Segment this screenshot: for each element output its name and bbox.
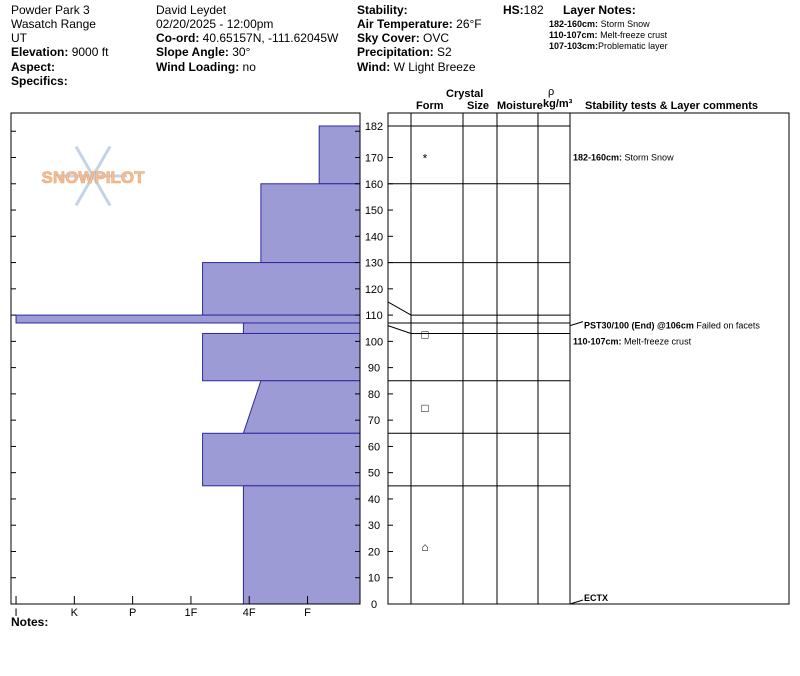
hardness-tick-label: K (71, 607, 79, 619)
hardness-layer (260, 183, 361, 264)
wind: Wind: W Light Breeze (357, 60, 476, 74)
precipitation: Precipitation: S2 (357, 45, 452, 59)
logo-spoke (74, 145, 95, 177)
crystal-form-symbol: ⌂ (421, 540, 428, 554)
hardness-layer (202, 262, 361, 316)
depth-tick-label: 30 (368, 520, 380, 532)
crystal-header: Crystal (446, 88, 484, 100)
moisture-header: Moisture (497, 100, 543, 112)
hardness-tick-label: 4F (243, 607, 256, 619)
hardness-tick-label: P (129, 607, 136, 619)
hardness-layer (242, 485, 361, 605)
logo-spoke (74, 175, 95, 207)
table-border (387, 112, 790, 605)
depth-tick-label: 10 (368, 573, 380, 585)
size-header: Size (467, 100, 490, 112)
depth-tick-label: 70 (368, 415, 380, 427)
air-temperature: Air Temperature: 26°F (357, 17, 482, 31)
hardness-layer (318, 125, 361, 185)
depth-tick-label: 182 (365, 121, 383, 133)
location-line-1: Powder Park 3 (11, 3, 90, 17)
density-unit: kg/m³ (543, 98, 573, 110)
density-symbol: ρ (548, 86, 555, 98)
form-header: Form (416, 100, 444, 112)
coordinates: Co-ord: 40.65157N, -111.62045W (156, 31, 339, 45)
aspect: Aspect: (11, 60, 56, 74)
hardness-layer (242, 322, 361, 334)
snowpilot-logo: SNOWPILOT (41, 145, 146, 207)
stability: Stability: (357, 3, 408, 17)
logo-spoke (91, 175, 112, 207)
annotation-arrow (569, 321, 584, 327)
annotation-text: 110-107cm: Melt-freeze crust (573, 336, 692, 346)
depth-tick-label: 170 (365, 153, 383, 165)
location-line-3: UT (11, 31, 27, 45)
depth-tick-label: 50 (368, 468, 380, 480)
stability-comments-header: Stability tests & Layer comments (585, 100, 759, 112)
specifics: Specifics: (11, 74, 68, 88)
depth-tick-label: 40 (368, 494, 380, 506)
annotation-text: ECTX (584, 593, 608, 603)
depth-tick-label: 110 (365, 310, 383, 322)
elevation: Elevation: 9000 ft (11, 45, 109, 59)
depth-tick-label: 100 (365, 336, 383, 348)
layer-notes-title: Layer Notes: (563, 3, 636, 17)
snow-height: HS:182 (503, 3, 544, 17)
location-line-2: Wasatch Range (11, 17, 96, 31)
observer: David Leydet (156, 3, 227, 17)
crystal-form-symbol: * (423, 152, 428, 166)
hardness-layer (15, 314, 361, 324)
annotation-arrow (569, 599, 584, 605)
hardness-layer (202, 332, 361, 382)
hardness-tick-label: 1F (185, 607, 198, 619)
sky-cover: Sky Cover: OVC (357, 31, 450, 45)
hardness-layer (202, 432, 361, 487)
crystal-form-symbol: □ (421, 401, 428, 415)
logo-spoke (91, 145, 112, 177)
layer-note-1: 182-160cm: Storm Snow (549, 19, 650, 29)
depth-tick-label: 140 (365, 231, 383, 243)
depth-tick-label: 130 (365, 258, 383, 270)
depth-tick-label: 0 (371, 599, 377, 611)
layer-connector (387, 325, 412, 334)
depth-tick-label: 20 (368, 546, 380, 558)
depth-tick-label: 120 (365, 284, 383, 296)
hardness-tick-label: F (304, 607, 311, 619)
depth-tick-label: 80 (368, 389, 380, 401)
hardness-tick-label: I (14, 607, 17, 619)
annotation-text: PST30/100 (End) @106cm Failed on facets (584, 321, 760, 331)
layer-connector (387, 301, 412, 316)
notes-label: Notes: (11, 615, 49, 629)
depth-tick-label: 60 (368, 441, 380, 453)
annotation-text: 182-160cm: Storm Snow (573, 153, 674, 163)
layer-note-2: 110-107cm: Melt-freeze crust (549, 30, 668, 40)
depth-tick-label: 160 (365, 179, 383, 191)
datetime: 02/20/2025 - 12:00pm (156, 17, 274, 31)
slope-angle: Slope Angle: 30° (156, 45, 251, 59)
hardness-frame-border (10, 112, 361, 605)
crystal-form-symbol: □ (421, 327, 428, 341)
hardness-layer (242, 380, 361, 434)
depth-tick-label: 90 (368, 363, 380, 375)
layer-note-3: 107-103cm:Problematic layer (549, 41, 668, 51)
logo-text: SNOWPILOT (42, 168, 146, 187)
depth-tick-label: 150 (365, 205, 383, 217)
wind-loading: Wind Loading: no (156, 60, 256, 74)
